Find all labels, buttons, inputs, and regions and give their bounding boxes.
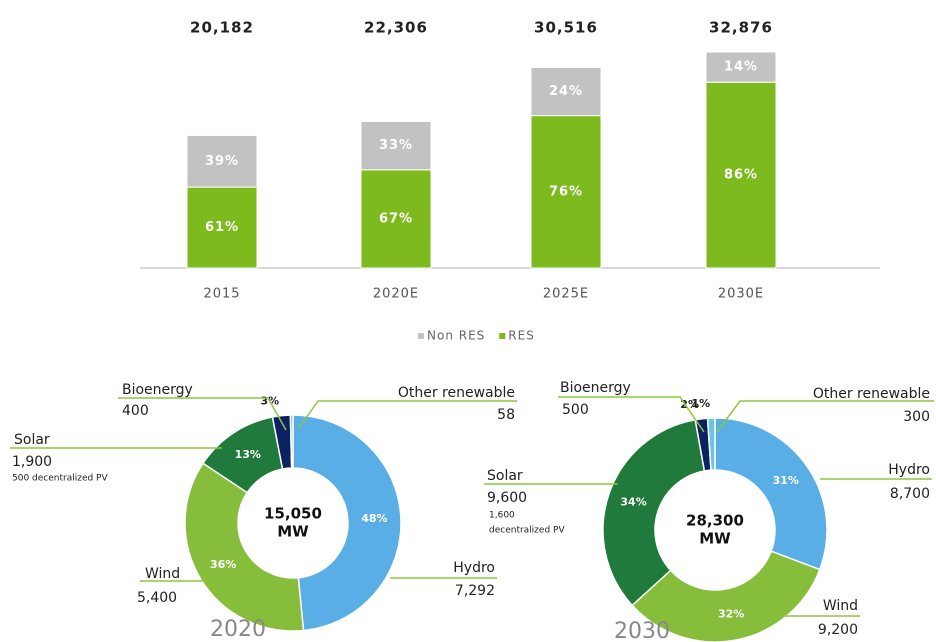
percent-label: 32% xyxy=(718,607,744,620)
x-tick-label: 2015 xyxy=(203,287,240,302)
x-tick-label: 2025E xyxy=(543,287,589,302)
slice-name: Hydro xyxy=(453,560,495,576)
x-tick-label: 2030E xyxy=(718,287,764,302)
bar-segment xyxy=(705,81,777,269)
slice-value: 1,900 xyxy=(12,454,52,470)
slice-name: Bioenergy xyxy=(560,380,631,396)
slice-value: 500 xyxy=(562,402,589,418)
slice-name: Hydro xyxy=(888,462,930,478)
donut-slice xyxy=(631,550,821,642)
slice-value: 8,700 xyxy=(890,486,930,502)
donut-slice xyxy=(184,462,305,632)
slice-name: Bioenergy xyxy=(122,382,193,398)
bar-segment xyxy=(360,120,432,171)
slice-name: Wind xyxy=(823,598,858,614)
slice-note: decentralized PV xyxy=(489,526,565,536)
center-label: MW xyxy=(699,530,731,548)
slice-value: 7,292 xyxy=(455,583,495,599)
total-label: 20,182 xyxy=(190,19,254,37)
percent-label: 31% xyxy=(773,474,799,487)
year-label: 2030 xyxy=(614,619,670,642)
slice-name: Solar xyxy=(14,432,50,448)
slice-value: 9,600 xyxy=(487,490,527,506)
total-label: 30,516 xyxy=(534,19,598,37)
slice-note: 500 decentralized PV xyxy=(12,474,108,484)
leader-line xyxy=(118,397,287,431)
percent-label: 34% xyxy=(620,495,646,508)
segment-label: 14% xyxy=(724,60,758,75)
bar-segment xyxy=(186,186,258,269)
year-label: 2020 xyxy=(210,617,266,642)
slice-value: 400 xyxy=(122,403,149,419)
leader-line xyxy=(298,400,517,429)
total-label: 22,306 xyxy=(364,19,428,37)
legend-swatch xyxy=(499,333,506,339)
legend-swatch xyxy=(418,333,424,339)
bar-segment xyxy=(530,67,602,117)
total-label: 32,876 xyxy=(709,19,773,37)
percent-label: 36% xyxy=(210,558,236,571)
percent-label: 1% xyxy=(691,397,710,410)
slice-note: 1,600 xyxy=(489,511,515,521)
legend-label: Non RES xyxy=(427,329,485,343)
slice-name: Other renewable xyxy=(398,385,515,401)
segment-label: 76% xyxy=(549,184,583,199)
legend-label: RES xyxy=(508,329,535,343)
segment-label: 24% xyxy=(549,84,583,99)
donut-slice xyxy=(289,414,294,469)
donut-slice xyxy=(292,414,402,632)
segment-label: 33% xyxy=(379,138,413,153)
segment-label: 67% xyxy=(379,211,413,226)
center-label: MW xyxy=(277,523,309,541)
bar-segment xyxy=(705,51,777,83)
slice-value: 300 xyxy=(903,409,930,425)
donut-slice xyxy=(714,417,828,571)
slice-name: Other renewable xyxy=(813,386,930,402)
segment-label: 61% xyxy=(205,220,239,235)
segment-label: 39% xyxy=(205,154,239,169)
percent-label: 13% xyxy=(235,448,261,461)
center-label: 15,050 xyxy=(264,505,322,523)
percent-label: 2% xyxy=(680,398,699,411)
percent-label: 48% xyxy=(361,512,387,525)
center-label: 28,300 xyxy=(686,512,744,530)
leader-line xyxy=(716,400,934,433)
bar-segment xyxy=(186,134,258,188)
slice-name: Wind xyxy=(145,566,180,582)
donut-slice xyxy=(706,417,716,471)
slice-value: 9,200 xyxy=(818,622,858,638)
donut-slice xyxy=(602,418,706,607)
slice-name: Solar xyxy=(487,468,523,484)
slice-value: 58 xyxy=(497,407,515,423)
leader-line xyxy=(558,396,705,433)
bar-segment xyxy=(530,115,602,269)
x-tick-label: 2020E xyxy=(373,287,419,302)
segment-label: 86% xyxy=(724,168,758,183)
slice-value: 5,400 xyxy=(137,590,177,606)
